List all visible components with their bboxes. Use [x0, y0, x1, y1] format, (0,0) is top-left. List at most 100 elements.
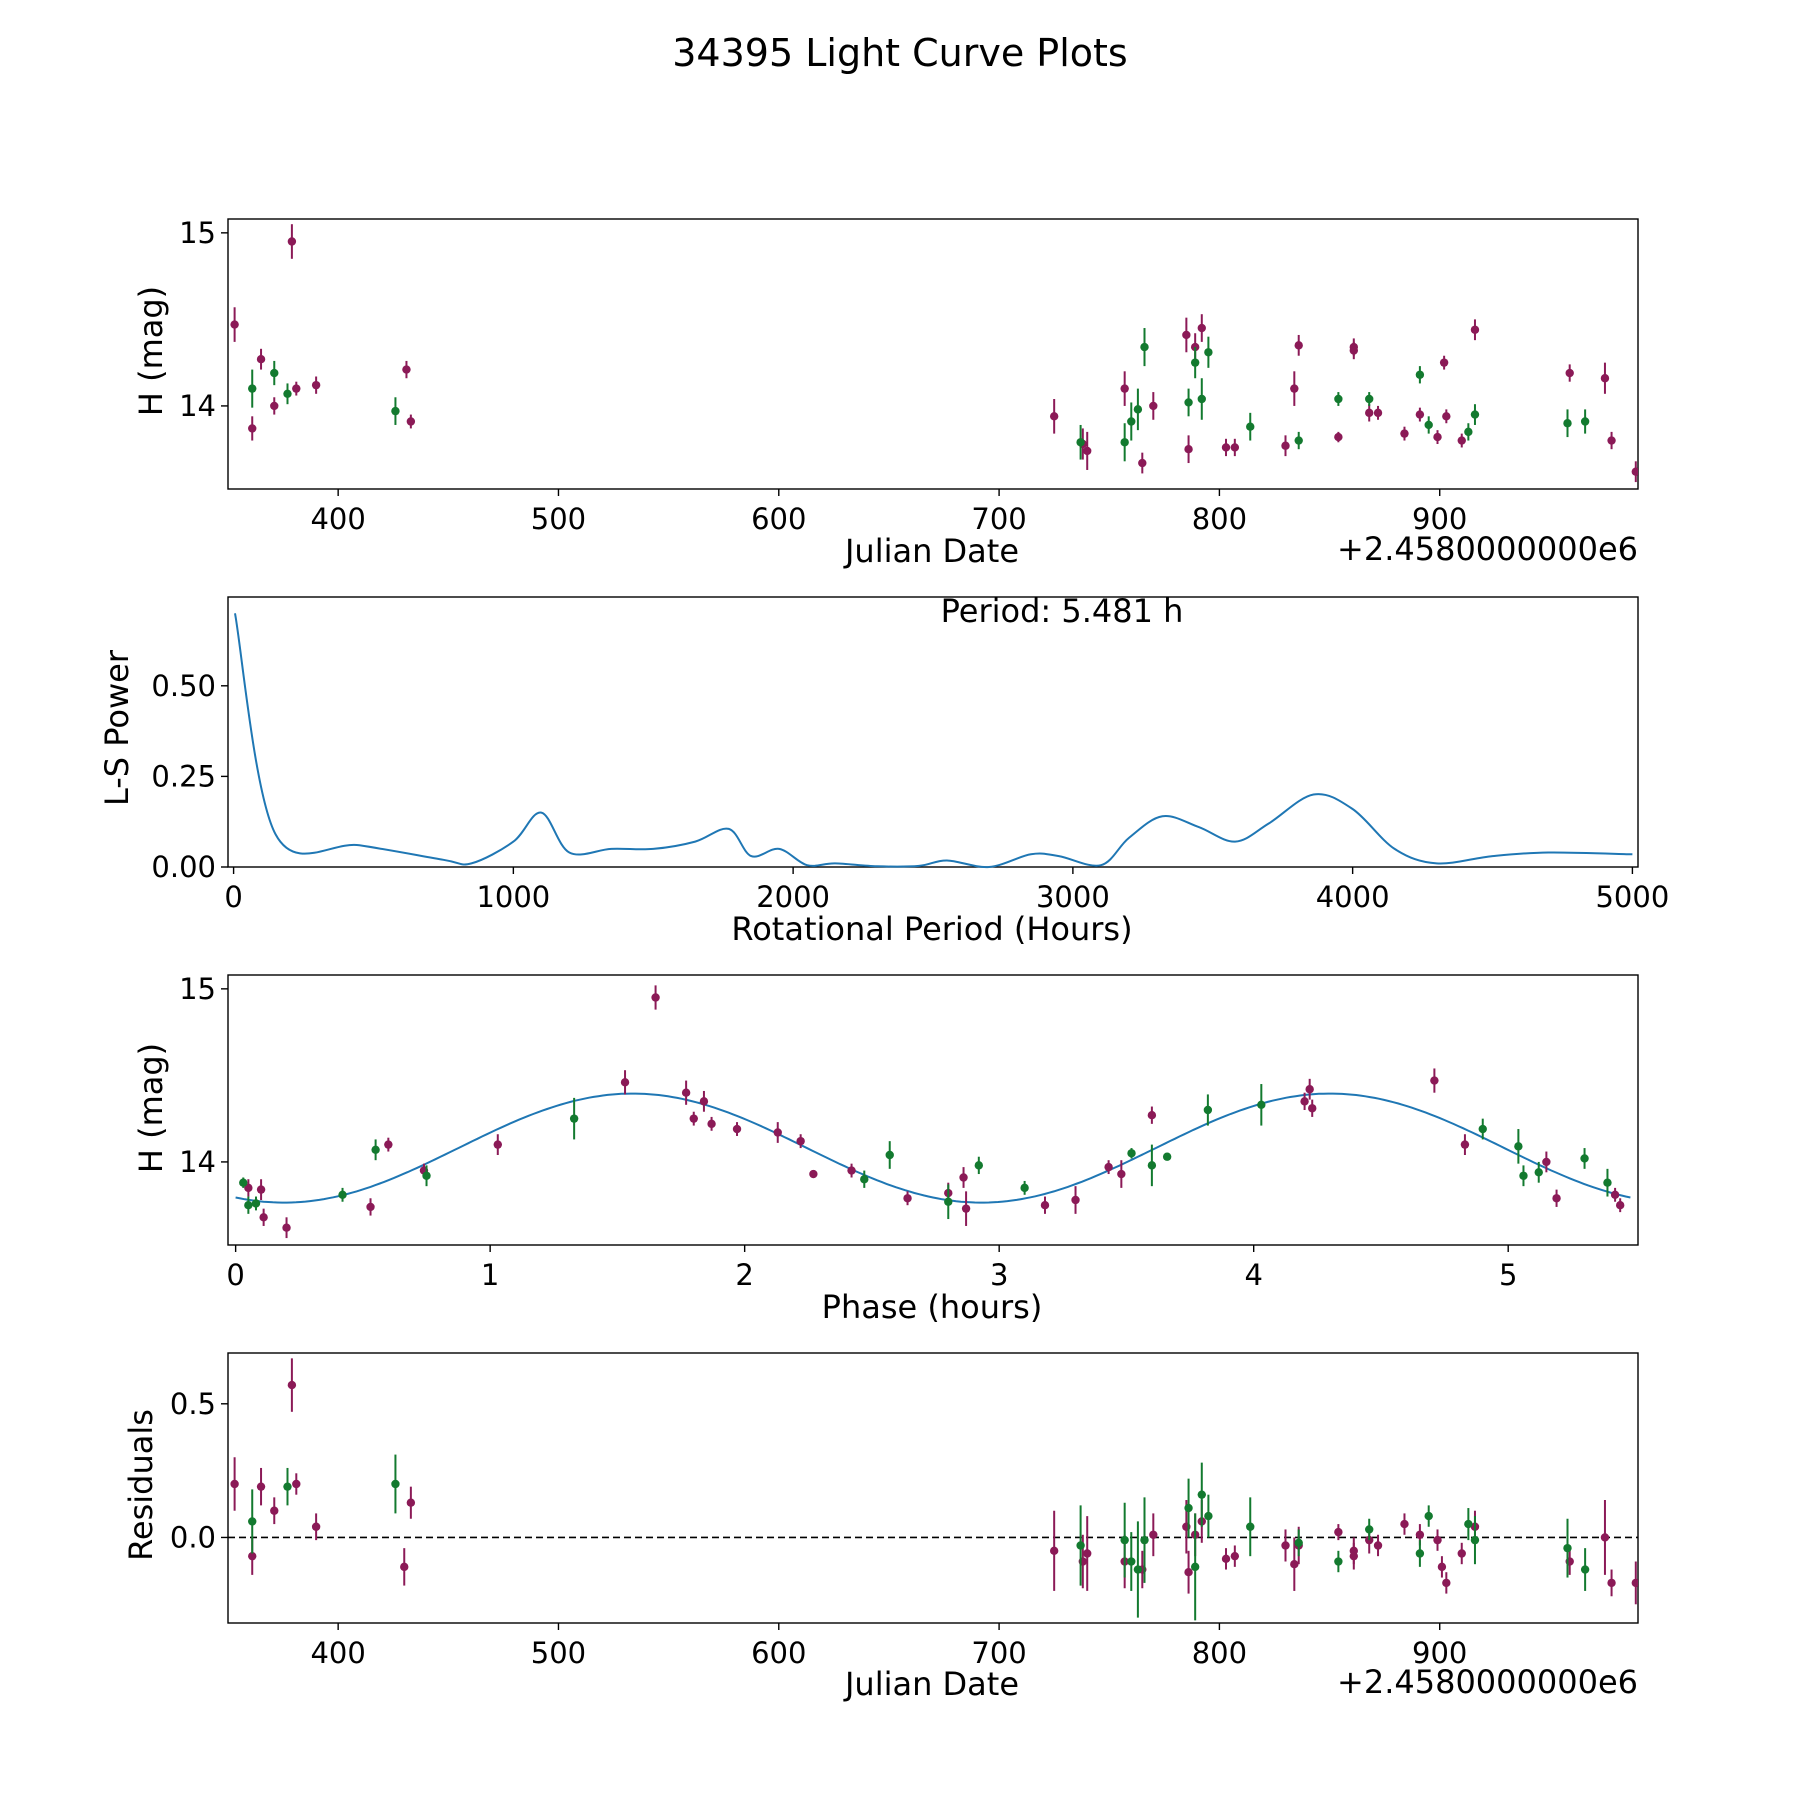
periodogram-ytick-label: 0.50 [151, 669, 216, 703]
lightcurve-filter-o-point [406, 417, 416, 426]
lightcurve-filter-o-point [311, 380, 321, 390]
residuals-panel: Residuals Julian Date +2.4580000000e6 40… [122, 1352, 1639, 1703]
phased-filter-c-point [239, 1178, 248, 1187]
residuals-filter-o-point [1600, 1533, 1610, 1542]
phased-filter-o-point [689, 1114, 698, 1123]
phased-filter-c-point [1162, 1152, 1172, 1161]
phased-filter-c-point [422, 1171, 431, 1180]
phased-filter-c-point [885, 1150, 894, 1160]
phased-filter-o-point [847, 1166, 856, 1175]
residuals-xtick-label: 900 [1412, 1636, 1467, 1670]
lightcurve-filter-o-point [1290, 384, 1299, 393]
lightcurve-filter-o-point [1049, 412, 1059, 421]
lightcurve-xtick-label: 700 [971, 502, 1026, 536]
phased-filter-o-point [1071, 1195, 1080, 1205]
lightcurve-filter-o-point [1600, 374, 1610, 383]
phased-points [239, 985, 1625, 1239]
lightcurve-filter-o-point [1221, 443, 1231, 452]
residuals-filter-o-point [256, 1482, 266, 1491]
lightcurve-filter-c-point [1120, 438, 1129, 447]
lightcurve-filter-o-point [270, 401, 279, 411]
periodogram-xtick-label: 0 [224, 880, 242, 914]
phased-ytick-label: 15 [179, 972, 216, 1006]
residuals-filter-o-point [1184, 1568, 1193, 1577]
lightcurve-filter-o-point [1083, 446, 1092, 456]
phased-filter-c-point [1257, 1100, 1266, 1110]
lightcurve-xlabel: Julian Date [843, 532, 1019, 570]
lightcurve-filter-o-point [292, 384, 301, 393]
lightcurve-filter-o-point [402, 365, 411, 374]
phased-filter-o-point [809, 1169, 818, 1179]
lightcurve-filter-c-point [1133, 405, 1143, 414]
lightcurve-filter-c-point [283, 389, 292, 399]
lightcurve-filter-c-point [248, 384, 257, 393]
lightcurve-filter-c-point [1204, 348, 1213, 357]
phased-filter-o-point [384, 1140, 393, 1149]
periodogram-xtick-label: 1000 [476, 880, 550, 914]
lightcurve-filter-o-point [1400, 429, 1409, 438]
residuals-filter-c-point [1563, 1543, 1572, 1553]
residuals-filter-c-point [1197, 1490, 1206, 1499]
phased-filter-o-point [493, 1140, 502, 1149]
lightcurve-filter-c-point [1076, 438, 1085, 447]
lightcurve-xtick-label: 900 [1412, 502, 1467, 536]
lightcurve-filter-o-point [1230, 443, 1240, 452]
phased-filter-o-point [1552, 1194, 1561, 1203]
residuals-filter-c-point [1133, 1565, 1143, 1574]
lightcurve-filter-o-point [1415, 410, 1425, 419]
residuals-filter-o-point [1349, 1546, 1358, 1556]
residuals-filter-c-point [283, 1482, 292, 1491]
lightcurve-filter-o-point [1197, 323, 1206, 333]
lightcurve-filter-o-point [1442, 412, 1451, 421]
phased-filter-o-point [1147, 1110, 1157, 1120]
residuals-filter-c-point [1464, 1519, 1473, 1529]
phased-filter-o-point [1300, 1097, 1309, 1106]
figure-title: 34395 Light Curve Plots [672, 31, 1127, 75]
residuals-xtick-label: 600 [751, 1636, 806, 1670]
lightcurve-filter-o-point [1190, 342, 1200, 352]
lightcurve-filter-o-point [287, 237, 297, 246]
lightcurve-filter-c-point [1127, 417, 1136, 426]
phased-filter-c-point [1603, 1178, 1612, 1187]
periodogram-xtick-label: 2000 [756, 880, 830, 914]
residuals-filter-o-point [1373, 1541, 1383, 1550]
periodogram-ylabel: L-S Power [98, 649, 136, 806]
residuals-filter-o-point [270, 1506, 279, 1515]
lightcurve-filter-c-point [1415, 370, 1425, 379]
phased-filter-c-point [1580, 1154, 1589, 1163]
residuals-filter-o-point [1631, 1578, 1638, 1588]
residuals-filter-o-point [1607, 1578, 1616, 1588]
residuals-filter-c-point [1294, 1538, 1303, 1548]
residuals-filter-c-point [1184, 1503, 1193, 1513]
lightcurve-filter-c-point [1197, 394, 1206, 404]
phased-filter-o-point [651, 993, 660, 1002]
residuals-filter-o-point [1281, 1541, 1290, 1550]
phased-filter-c-point [1020, 1183, 1029, 1193]
periodogram-power-line [234, 613, 1633, 869]
residuals-filter-o-point [1083, 1549, 1092, 1558]
residuals-filter-c-point [1246, 1522, 1255, 1531]
lightcurve-filter-o-point [1281, 441, 1290, 450]
residuals-filter-c-point [1140, 1535, 1149, 1545]
lightcurve-filter-o-point [1457, 436, 1466, 445]
phased-filter-o-point [1308, 1104, 1317, 1113]
lightcurve-filter-o-point [1334, 432, 1343, 442]
periodogram-xtick-label: 3000 [1036, 880, 1110, 914]
lightcurve-filter-o-point [1184, 444, 1193, 454]
lightcurve-filter-c-point [1190, 358, 1200, 367]
residuals-ytick-label: 0.5 [170, 1387, 216, 1421]
lightcurve-filter-o-point [1631, 467, 1638, 476]
phased-filter-c-point [944, 1197, 953, 1206]
residuals-points [230, 1358, 1638, 1621]
residuals-filter-o-point [1437, 1562, 1447, 1572]
lightcurve-ytick-label: 15 [179, 216, 216, 250]
residuals-filter-o-point [1433, 1535, 1442, 1545]
lightcurve-filter-o-point [1439, 358, 1449, 367]
residuals-filter-o-point [1290, 1559, 1299, 1569]
lightcurve-panel: H (mag) Julian Date +2.4580000000e6 400 5… [132, 216, 1639, 570]
residuals-filter-c-point [1204, 1511, 1213, 1521]
lightcurve-filter-c-point [1294, 436, 1303, 445]
residuals-filter-o-point [1334, 1527, 1343, 1537]
periodogram-axes-frame [227, 596, 1639, 868]
lightcurve-filter-o-point [1294, 341, 1303, 350]
